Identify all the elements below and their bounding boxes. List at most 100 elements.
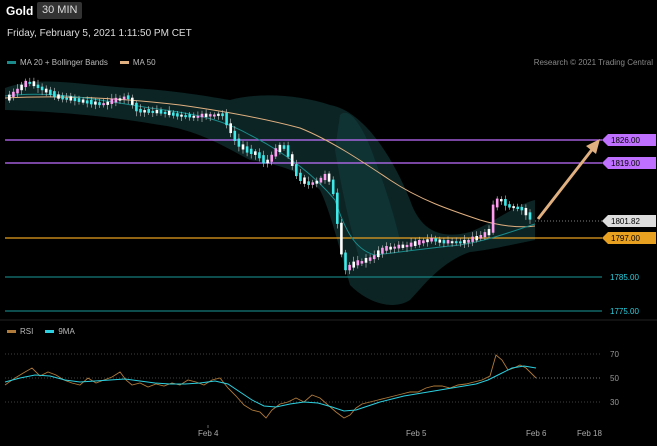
candle bbox=[229, 123, 232, 134]
candle bbox=[159, 109, 163, 114]
candle bbox=[32, 81, 36, 87]
price-tag-last-bg bbox=[602, 215, 656, 227]
candle bbox=[53, 91, 56, 98]
legend-9ma: 9MA bbox=[45, 327, 75, 336]
candle bbox=[401, 244, 405, 248]
candle bbox=[208, 114, 212, 117]
forecast-arrow-head bbox=[586, 139, 600, 154]
candle bbox=[65, 97, 68, 100]
candle bbox=[184, 115, 187, 118]
candle bbox=[286, 145, 290, 157]
candle bbox=[249, 148, 253, 154]
candle bbox=[180, 114, 183, 117]
candle bbox=[344, 252, 347, 271]
candle bbox=[438, 239, 442, 243]
bollinger-band bbox=[5, 81, 535, 305]
candlesticks bbox=[8, 77, 532, 275]
legend-rsi-label: RSI bbox=[20, 327, 34, 336]
candle bbox=[233, 130, 237, 141]
candle bbox=[172, 112, 175, 116]
main-legend: MA 20 + Bollinger Bands MA 50 bbox=[7, 58, 168, 67]
candle bbox=[303, 177, 306, 184]
candle bbox=[204, 113, 208, 117]
candle bbox=[418, 239, 421, 245]
candle bbox=[147, 109, 150, 113]
legend-ma20: MA 20 + Bollinger Bands bbox=[7, 58, 108, 67]
bollinger-band-bulge bbox=[335, 112, 400, 260]
candle bbox=[200, 113, 204, 118]
candle bbox=[262, 155, 265, 164]
x-label-feb5: Feb 5 bbox=[406, 429, 427, 438]
rsi-tick-50: 50 bbox=[610, 374, 619, 383]
level-lines bbox=[5, 139, 602, 312]
candle bbox=[151, 110, 155, 113]
candle bbox=[491, 204, 495, 233]
candle bbox=[516, 206, 519, 209]
x-label-feb6: Feb 6 bbox=[526, 429, 547, 438]
rsi-pane: 70 50 30 bbox=[4, 350, 619, 419]
candle bbox=[221, 113, 224, 117]
candle bbox=[299, 172, 302, 181]
x-label-feb4: Feb 4 bbox=[198, 429, 219, 438]
candle bbox=[61, 95, 64, 100]
price-tag-1819-text: 1819.00 bbox=[611, 159, 640, 168]
price-tag-1797-text: 1797.00 bbox=[611, 234, 640, 243]
candle bbox=[290, 154, 294, 166]
candle bbox=[12, 91, 15, 97]
legend-rsi: RSI bbox=[7, 327, 33, 336]
candle bbox=[426, 239, 429, 243]
candle bbox=[131, 97, 134, 105]
candle bbox=[73, 97, 77, 102]
candle bbox=[118, 98, 122, 101]
legend-ma20-swatch bbox=[7, 61, 16, 64]
candle bbox=[311, 182, 314, 185]
candle bbox=[192, 115, 196, 118]
candle bbox=[258, 152, 261, 159]
candle bbox=[327, 173, 331, 182]
candle bbox=[24, 80, 27, 88]
candle bbox=[110, 98, 114, 104]
candle bbox=[430, 237, 433, 242]
price-tag-1797: 1797.00 bbox=[602, 232, 656, 244]
candle bbox=[98, 102, 101, 106]
candle bbox=[225, 112, 228, 126]
timeframe-button[interactable]: 30 MIN bbox=[37, 2, 83, 19]
candle bbox=[413, 241, 417, 246]
candle bbox=[381, 247, 384, 254]
candle bbox=[188, 114, 191, 118]
candle bbox=[90, 99, 93, 105]
candle bbox=[69, 96, 73, 101]
legend-ma50: MA 50 bbox=[119, 58, 156, 67]
candle bbox=[77, 98, 81, 102]
candle bbox=[528, 212, 532, 220]
candle bbox=[422, 240, 425, 244]
candle bbox=[40, 86, 44, 91]
price-tag-last-text: 1801.82 bbox=[611, 217, 640, 226]
candle bbox=[319, 177, 323, 183]
candle bbox=[512, 206, 515, 209]
rsi-tick-30: 30 bbox=[610, 398, 619, 407]
candle bbox=[434, 238, 437, 242]
candle bbox=[266, 159, 269, 164]
candle bbox=[163, 111, 167, 114]
candle bbox=[463, 239, 466, 244]
rsi-line bbox=[4, 354, 537, 419]
candle bbox=[245, 146, 249, 153]
candle bbox=[237, 138, 241, 147]
candle bbox=[85, 100, 89, 104]
legend-ma50-label: MA 50 bbox=[132, 58, 156, 67]
price-label-1785: 1785.00 bbox=[610, 273, 639, 282]
rsi-9ma-line bbox=[4, 365, 537, 412]
legend-rsi-swatch bbox=[7, 330, 16, 333]
legend-9ma-label: 9MA bbox=[58, 327, 75, 336]
candle bbox=[475, 236, 478, 241]
price-tag-1819-bg bbox=[602, 157, 656, 169]
candle bbox=[483, 232, 487, 238]
price-tag-1797-bg bbox=[602, 232, 656, 244]
price-tag-1826: 1826.00 bbox=[602, 134, 656, 146]
candle bbox=[106, 101, 109, 105]
price-tag-last: 1801.82 bbox=[602, 215, 656, 227]
candle bbox=[135, 102, 138, 112]
candle bbox=[196, 115, 200, 118]
